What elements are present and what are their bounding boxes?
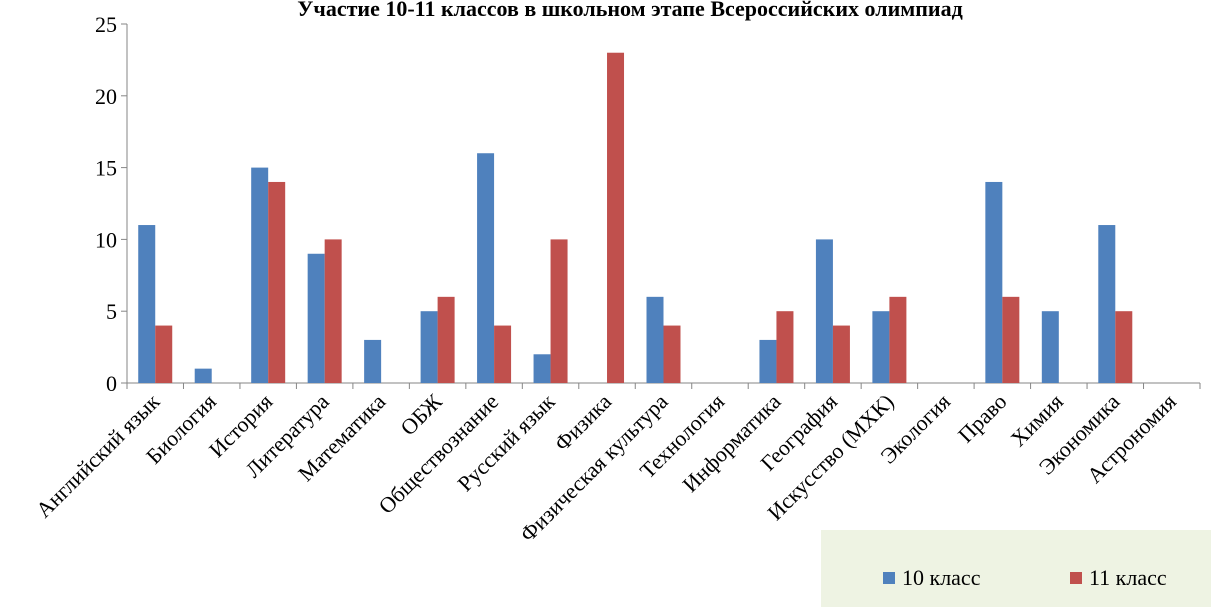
- chart-title: Участие 10-11 классов в школьном этапе В…: [297, 0, 962, 21]
- bar-10-klass: [420, 311, 438, 383]
- bar-11-klass: [268, 181, 286, 383]
- x-tick-label: ОБЖ: [395, 389, 447, 441]
- legend-swatch: [883, 572, 895, 584]
- legend-swatch: [1070, 572, 1082, 584]
- legend-label: 11 класс: [1089, 565, 1167, 590]
- bar-11-klass: [1002, 296, 1020, 383]
- bar-11-klass: [663, 325, 681, 383]
- bar-11-klass: [155, 325, 173, 383]
- bar-10-klass: [307, 253, 325, 383]
- legend-label: 10 класс: [902, 565, 981, 590]
- y-tick-label: 20: [95, 84, 117, 109]
- bar-11-klass: [832, 325, 850, 383]
- chart-legend: 10 класс 11 класс: [821, 530, 1211, 607]
- bar-10-klass: [872, 311, 890, 383]
- bar-11-klass: [607, 52, 625, 383]
- bar-11-klass: [324, 239, 342, 383]
- y-tick-label: 10: [95, 227, 117, 252]
- bar-10-klass: [251, 167, 269, 383]
- bar-11-klass: [1115, 311, 1133, 383]
- bar-11-klass: [776, 311, 794, 383]
- legend-background: [821, 530, 1211, 607]
- bar-10-klass: [1041, 311, 1059, 383]
- bar-10-klass: [138, 225, 156, 383]
- y-tick-label: 15: [95, 156, 117, 181]
- bar-10-klass: [759, 339, 777, 383]
- bar-10-klass: [533, 354, 551, 383]
- bar-11-klass: [494, 325, 512, 383]
- bar-10-klass: [646, 296, 664, 383]
- bar-10-klass: [815, 239, 833, 383]
- bar-10-klass: [477, 153, 495, 383]
- y-tick-label: 25: [95, 12, 117, 37]
- bar-11-klass: [550, 239, 568, 383]
- bar-10-klass: [364, 339, 382, 383]
- y-tick-label: 0: [106, 371, 117, 396]
- chart-bars: [138, 52, 1133, 383]
- bar-10-klass: [985, 181, 1003, 383]
- bar-11-klass: [889, 296, 907, 383]
- bar-10-klass: [194, 368, 212, 383]
- bar-10-klass: [1098, 225, 1116, 383]
- y-axis-ticks: 0 5 10 15 20 25: [95, 12, 127, 396]
- x-tick-label: Право: [953, 389, 1012, 448]
- x-axis-ticks: Английский языкБиологияИсторияЛитература…: [31, 389, 1181, 547]
- y-tick-label: 5: [106, 299, 117, 324]
- bar-11-klass: [437, 296, 455, 383]
